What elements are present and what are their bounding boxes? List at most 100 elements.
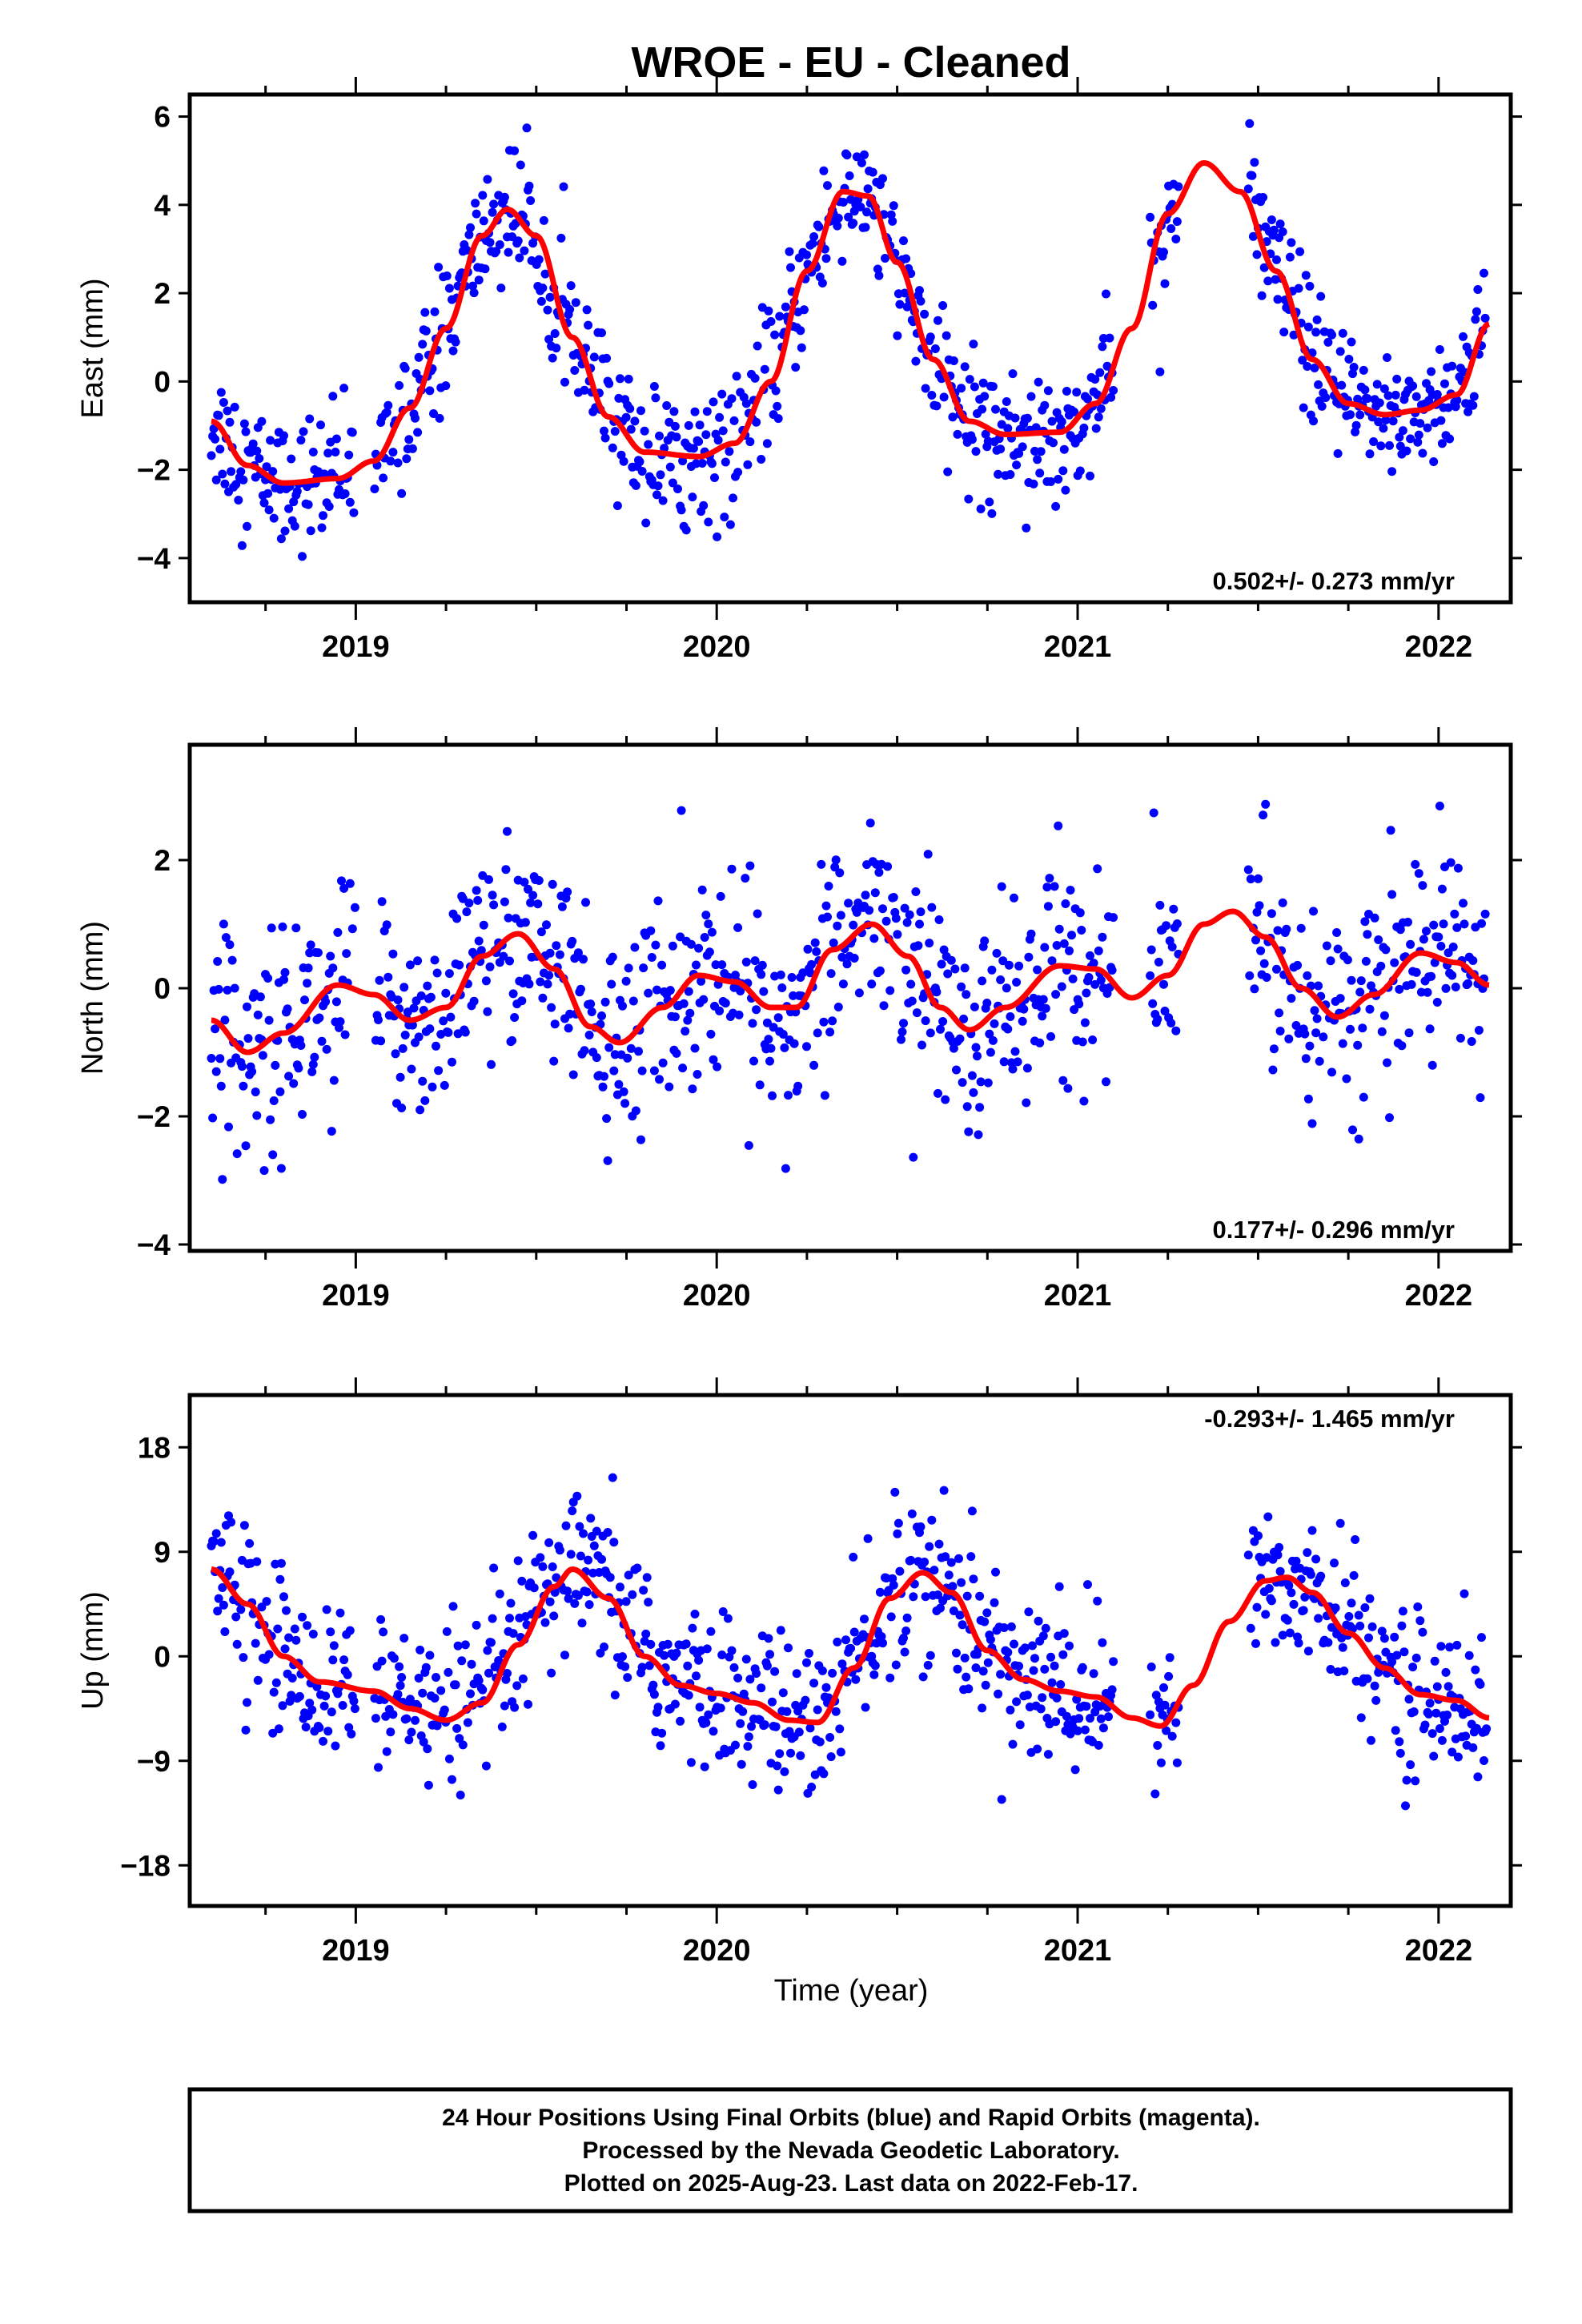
data-point [1437,439,1447,448]
data-point [1300,1592,1310,1602]
data-point [1425,1699,1435,1708]
data-point [776,970,785,979]
data-point [849,207,859,216]
data-point [821,901,831,911]
data-point [239,1521,249,1530]
data-point [723,1614,733,1623]
data-point [1166,224,1176,233]
data-point [943,969,953,979]
data-point [630,416,640,426]
data-point [1427,367,1436,376]
data-point [533,899,543,909]
data-point [552,1573,561,1582]
data-point [472,886,481,895]
data-point [1104,1712,1113,1722]
data-point [263,974,273,983]
data-point [237,1062,247,1072]
data-point [1332,928,1342,937]
data-point [888,1574,897,1583]
data-point [287,454,296,464]
data-point [1109,386,1118,395]
data-point [487,1638,496,1647]
data-point [819,166,829,175]
data-point [1374,935,1383,944]
x-tick-label: 2019 [322,1934,390,1968]
data-point [1367,1735,1375,1745]
data-point [736,987,745,995]
data-point [985,1029,994,1039]
data-point [538,283,548,293]
data-point [1452,396,1462,405]
data-point [721,999,730,1008]
data-point [1468,400,1478,410]
data-point [1355,410,1365,420]
data-point [861,1703,870,1712]
data-point [784,1643,793,1653]
data-point [1107,966,1117,975]
data-point [807,959,817,969]
data-point [750,373,760,383]
data-point [452,914,462,923]
data-point [939,392,949,402]
data-point [462,907,472,917]
x-tick-label: 2022 [1405,630,1473,664]
data-point [1096,975,1106,985]
data-point [298,1110,307,1119]
data-point [863,184,873,194]
data-point [663,1639,673,1649]
data-point [785,247,794,256]
data-point [819,1769,829,1779]
data-point [782,1707,792,1716]
data-point [371,1714,380,1723]
data-point [1402,1775,1411,1785]
data-point [395,1662,404,1671]
data-point [886,1612,896,1622]
data-point [1306,1570,1315,1579]
data-point [560,377,569,387]
data-point [1386,826,1395,835]
data-point [347,428,357,437]
data-point [1364,1633,1373,1642]
data-point [833,213,843,223]
data-point [398,1043,408,1053]
data-point [550,329,560,338]
data-point [1358,1023,1367,1033]
data-point [331,997,341,1007]
data-point [1414,430,1423,440]
data-point [958,1620,967,1630]
data-point [865,818,875,828]
plot-frame [187,92,1513,605]
data-point [565,304,575,314]
data-point [744,1732,753,1742]
data-point [1367,981,1375,991]
data-point [829,938,838,947]
data-point [944,1570,954,1580]
x-tick-label: 2019 [322,630,390,664]
data-point [245,1538,255,1548]
data-point [500,1701,509,1711]
data-point [838,979,848,989]
data-point [472,209,481,219]
data-point [396,1681,405,1691]
data-point [765,1056,774,1066]
data-point [1311,1554,1321,1564]
data-point [957,982,966,991]
data-point [1363,394,1372,404]
data-point [239,1081,248,1091]
data-point [670,1012,680,1022]
data-point [1408,381,1418,391]
data-point [1093,864,1102,874]
data-point [1031,423,1041,432]
data-point [1477,919,1486,928]
data-point [603,1528,612,1537]
data-point [597,1011,606,1020]
data-point [268,1150,278,1160]
data-point [1354,1134,1363,1144]
data-point [305,414,315,424]
data-point [458,1740,468,1750]
data-point [1411,1776,1420,1786]
data-point [885,1673,895,1683]
data-point [823,912,832,922]
data-point [996,975,1006,984]
data-point [697,885,707,895]
